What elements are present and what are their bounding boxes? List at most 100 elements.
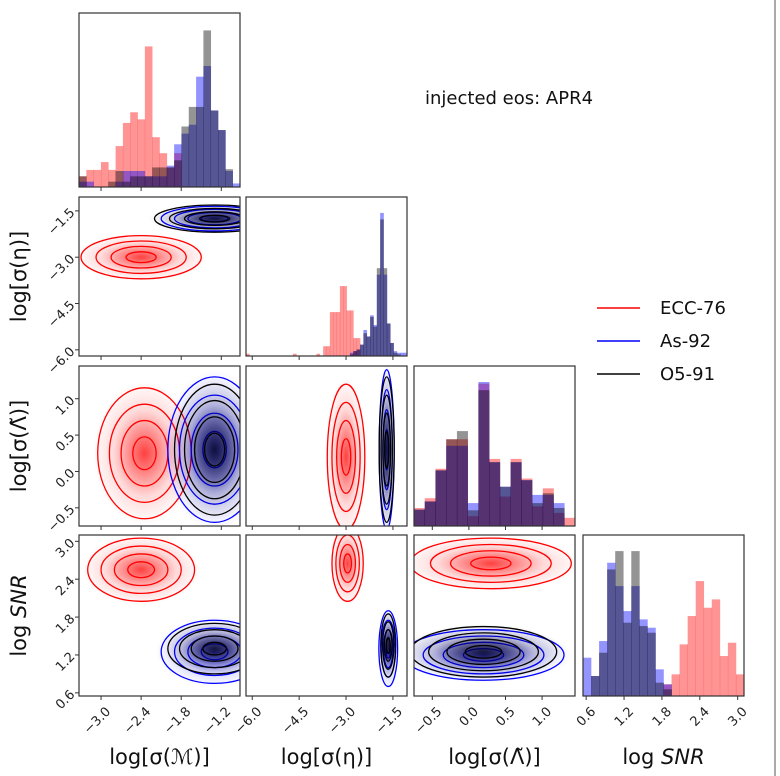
contour-o5-91 — [383, 629, 393, 662]
hist-bar-o5-91 — [521, 480, 533, 526]
hist-bar-o5-91 — [414, 509, 426, 526]
contour-ecc-76 — [470, 556, 512, 571]
hist-bar-ecc-76 — [478, 383, 490, 526]
hist-bar-as-92 — [456, 445, 468, 526]
panel-M-snr — [82, 535, 240, 687]
contour-ecc-76 — [449, 550, 532, 577]
contour-ecc-76 — [331, 401, 361, 513]
hist-bar-as-92 — [663, 684, 672, 696]
contour-o5-91 — [183, 399, 240, 500]
hist-bar-as-92 — [152, 176, 160, 187]
hist-bar-as-92 — [615, 586, 624, 696]
hist-bar-as-92 — [363, 329, 368, 356]
hist-bar-ecc-76 — [152, 137, 160, 187]
contour-o5-91 — [168, 207, 240, 230]
hist-bar-ecc-76 — [435, 468, 447, 526]
contour-as-92 — [160, 619, 240, 685]
hist-bar-o5-91 — [225, 169, 233, 187]
contour-o5-91 — [380, 394, 393, 505]
hist-bar-ecc-76 — [246, 353, 250, 356]
hist-bar-ecc-76 — [727, 642, 737, 696]
hist-bar-as-92 — [203, 65, 212, 187]
contour-o5-91 — [198, 214, 231, 223]
contour-o5-91 — [384, 430, 390, 469]
contour-as-92 — [378, 610, 399, 688]
hist-bar-o5-91 — [210, 110, 219, 187]
annotation-text: injected eos: APR4 — [425, 88, 593, 109]
hist-bar-o5-91 — [663, 689, 672, 696]
hist-bar-o5-91 — [122, 181, 131, 187]
x-tick-label: −6.0 — [232, 704, 265, 737]
hist-bar-o5-91 — [203, 30, 212, 188]
density-o5-91 — [163, 620, 240, 677]
hist-bar-as-92 — [435, 470, 447, 526]
hist-bar-o5-91 — [615, 551, 624, 696]
hist-bar-ecc-76 — [703, 607, 713, 696]
contour-ecc-76 — [80, 234, 202, 280]
panel-eta-snr — [330, 535, 399, 691]
contour-ecc-76 — [340, 438, 352, 476]
contour-o5-91 — [381, 621, 395, 670]
x-tick-label: −1.2 — [201, 704, 234, 737]
y-tick-label: −0.5 — [45, 503, 78, 536]
axes-frame — [245, 196, 408, 357]
hist-bar-o5-91 — [376, 268, 381, 356]
hist-bar-as-92 — [181, 133, 190, 187]
hist-bar-o5-91 — [532, 503, 544, 526]
hist-bar-o5-91 — [360, 344, 364, 356]
hist-bar-ecc-76 — [532, 506, 544, 526]
x-tick-label: 2.4 — [688, 704, 713, 729]
y-axis-label-eta: log[σ(η)] — [7, 231, 31, 322]
hist-bar-as-92 — [122, 170, 131, 187]
density-ecc-76 — [82, 535, 200, 605]
x-tick-label: 0.0 — [457, 704, 482, 729]
hist-bar-o5-91 — [456, 431, 468, 526]
axes-frame — [413, 365, 576, 527]
hist-bar-as-92 — [390, 342, 394, 356]
density-ecc-76 — [414, 535, 575, 592]
hist-bar-ecc-76 — [467, 516, 479, 526]
hist-bar-ecc-76 — [100, 162, 109, 187]
hist-bar-as-92 — [356, 349, 361, 356]
hist-bar-as-92 — [370, 315, 374, 356]
hist-bar-as-92 — [489, 462, 501, 526]
y-tick-label: 1.0 — [53, 393, 78, 418]
y-axis-label-lam: log[σ(Λ̃)] — [7, 400, 31, 492]
hist-bar-ecc-76 — [356, 338, 361, 356]
axes-frame — [78, 365, 241, 527]
y-tick-label: 2.4 — [53, 574, 78, 599]
contour-ecc-76 — [113, 553, 169, 587]
density-o5-91 — [414, 624, 564, 680]
contour-o5-91 — [203, 432, 226, 467]
hist-bar-as-92 — [232, 183, 241, 187]
hist-bar-o5-91 — [489, 462, 501, 526]
hist-bar-as-92 — [414, 509, 426, 526]
x-axis-label-snr: log SNR — [622, 745, 704, 769]
hist-bar-as-92 — [583, 657, 592, 696]
hist-bar-as-92 — [478, 382, 490, 526]
hist-bar-as-92 — [130, 170, 138, 187]
contour-ecc-76 — [335, 535, 360, 593]
axes-frame — [413, 534, 576, 697]
hist-bar-ecc-76 — [553, 512, 565, 526]
contour-o5-91 — [173, 383, 240, 516]
hist-bar-as-92 — [210, 110, 219, 187]
hist-bar-o5-91 — [396, 354, 401, 356]
hist-bar-as-92 — [225, 170, 233, 187]
panel-lam-snr — [414, 535, 575, 683]
hist-bar-ecc-76 — [323, 346, 327, 356]
hist-bar-ecc-76 — [166, 167, 175, 187]
hist-bar-o5-91 — [390, 342, 394, 356]
hist-bar-o5-91 — [435, 470, 447, 526]
hist-bar-ecc-76 — [174, 153, 182, 187]
hist-bar-o5-91 — [623, 622, 632, 696]
hist-bar-as-92 — [373, 325, 378, 356]
y-axis-label-snr: log SNR — [7, 574, 31, 656]
hist-bar-o5-91 — [108, 181, 116, 187]
contour-ecc-76 — [87, 537, 196, 602]
x-tick-label: −1.5 — [373, 704, 406, 737]
hist-bar-as-92 — [383, 274, 388, 356]
legend-label-as: As-92 — [660, 331, 711, 352]
hist-bar-ecc-76 — [159, 153, 168, 187]
